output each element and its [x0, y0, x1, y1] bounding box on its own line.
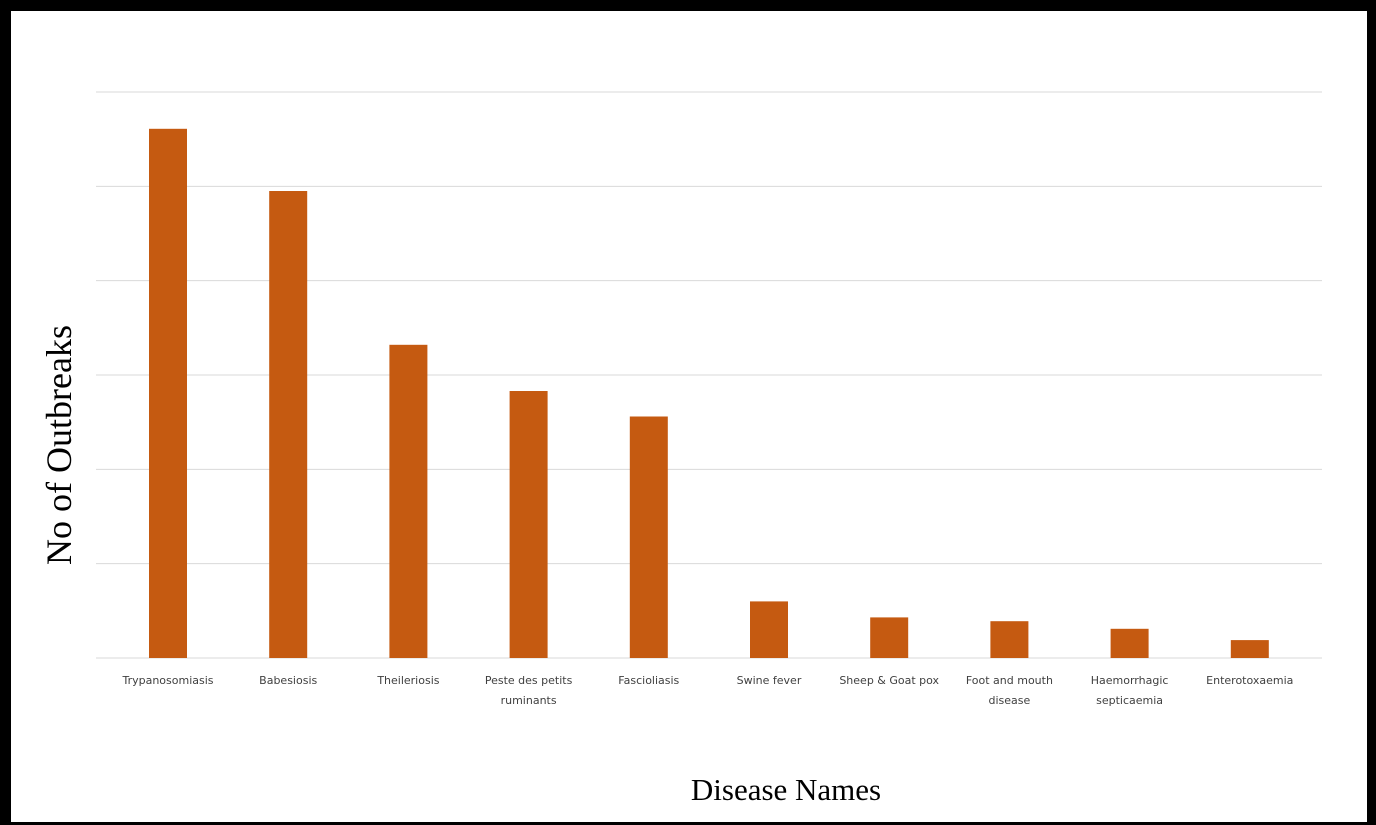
bar [870, 617, 909, 658]
bar [389, 344, 428, 658]
x-tick-label: Enterotoxaemia [1206, 674, 1293, 687]
x-tick-label: Swine fever [737, 674, 802, 687]
x-tick-label: Sheep & Goat pox [839, 674, 939, 687]
bar [149, 128, 187, 659]
x-tick-label: Peste des petits ruminants [485, 674, 573, 707]
x-tick-label: Babesiosis [259, 674, 317, 687]
x-tick-label: Trypanosomiasis [121, 674, 213, 687]
x-tick-labels: Trypanosomiasis Babesiosis Theileriosis Pes… [121, 674, 1293, 707]
x-tick-label: Foot and mouth disease [966, 674, 1053, 707]
bar [1110, 628, 1149, 658]
bar [629, 416, 668, 658]
y-axis-title: No of Outbreaks [39, 325, 79, 565]
bar [509, 391, 548, 658]
bar [990, 621, 1029, 658]
bar [1230, 640, 1269, 658]
bar [750, 601, 788, 658]
x-tick-label: Theileriosis [376, 674, 439, 687]
bar [269, 191, 308, 658]
bars [149, 128, 1269, 659]
x-tick-label: Fascioliasis [618, 674, 679, 687]
x-axis-title: Disease Names [691, 772, 881, 807]
x-tick-label: Haemorrhagic septicaemia [1091, 674, 1169, 707]
